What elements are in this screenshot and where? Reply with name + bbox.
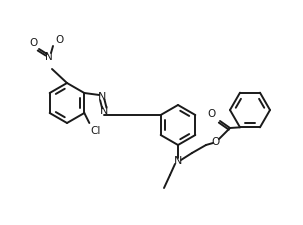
Text: O: O: [212, 137, 220, 147]
Text: O: O: [29, 38, 37, 48]
Text: N: N: [45, 52, 53, 62]
Text: O: O: [55, 35, 63, 45]
Text: N: N: [98, 92, 107, 102]
Text: Cl: Cl: [90, 126, 101, 136]
Text: N: N: [100, 106, 108, 116]
Text: N: N: [174, 156, 182, 166]
Text: O: O: [208, 109, 216, 119]
